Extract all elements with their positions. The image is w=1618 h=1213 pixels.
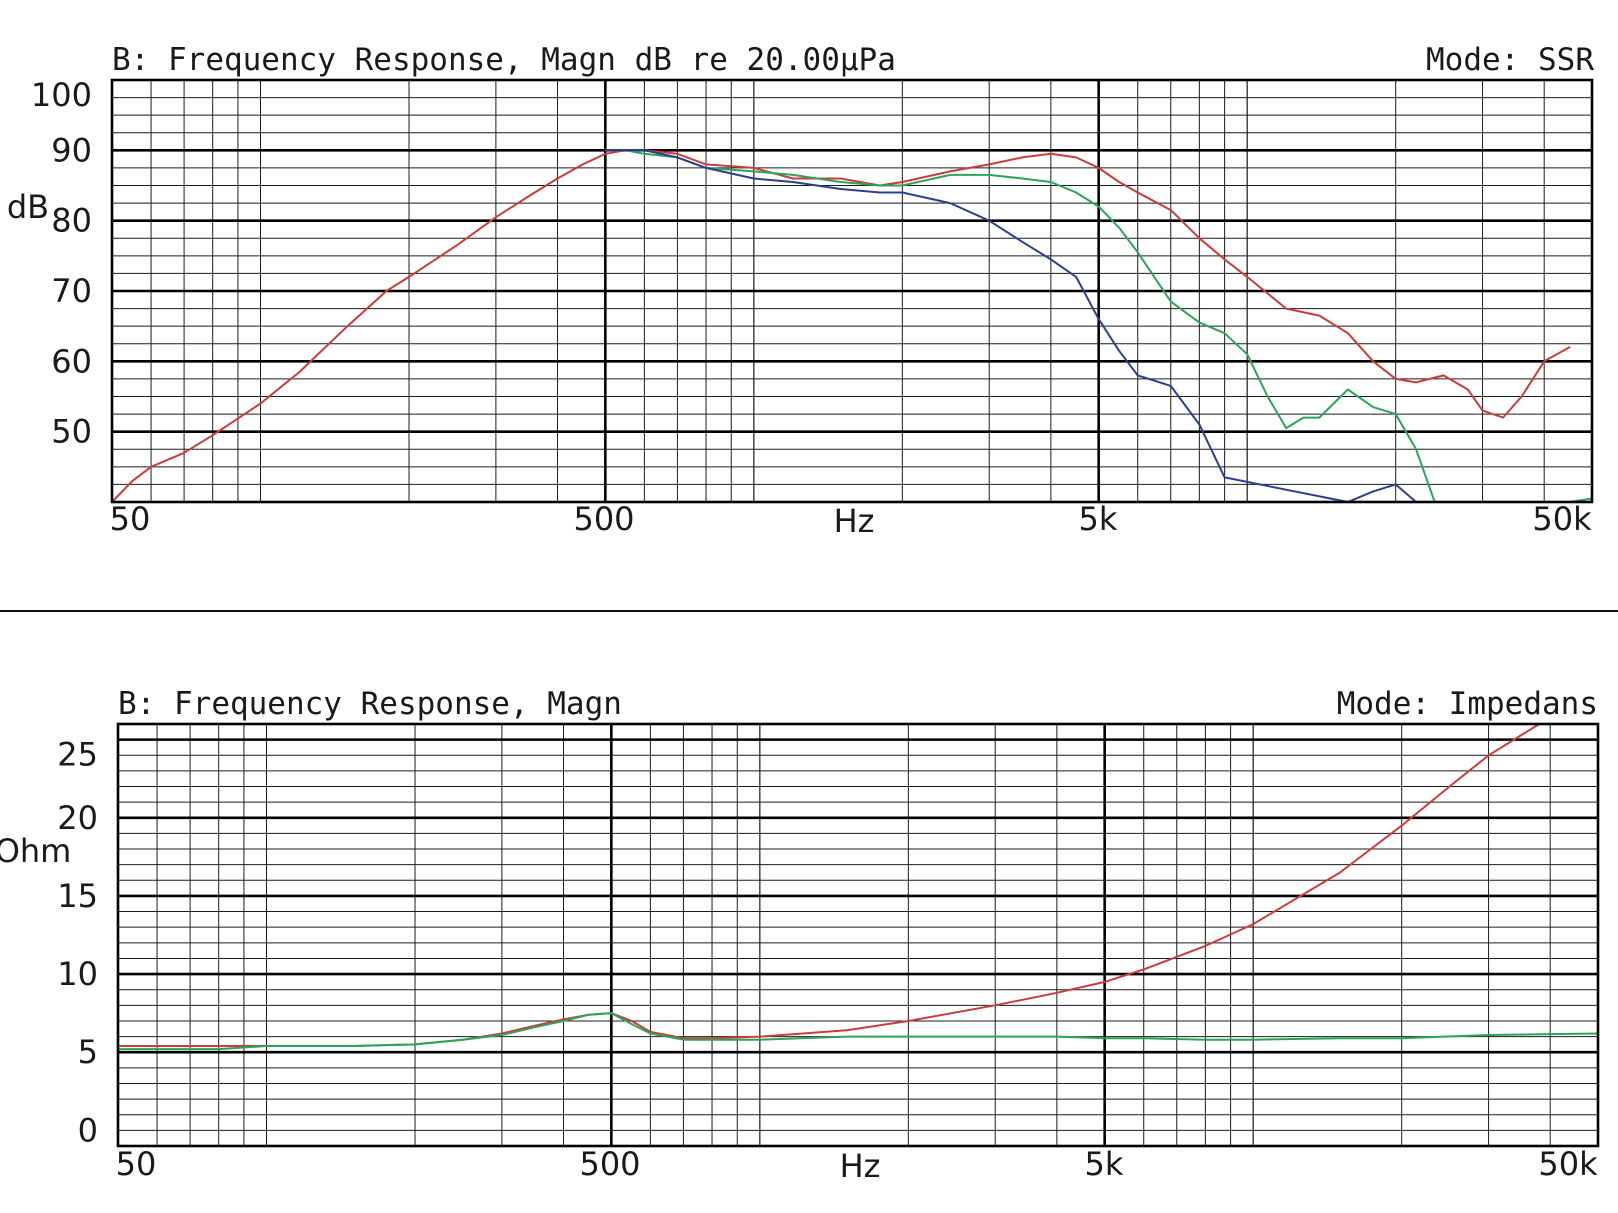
spl-y-tick-label: 90 bbox=[51, 131, 92, 169]
spl-tick-labels: 100 90 80 70 60 50 bbox=[31, 76, 92, 451]
spl-y-tick-label: 50 bbox=[51, 413, 92, 451]
impedance-mode-label: Mode: Impedans bbox=[1337, 686, 1598, 722]
impedance-y-axis-label: Ohm bbox=[0, 832, 71, 870]
spl-x-tick-50k: 50k bbox=[1532, 500, 1592, 538]
spl-series-line-3 bbox=[604, 149, 1418, 502]
spl-x-axis-label: Hz bbox=[834, 502, 875, 540]
spl-y-tick-label: 60 bbox=[51, 342, 92, 380]
impedance-y-tick-label: 10 bbox=[57, 955, 98, 993]
spl-grid bbox=[112, 80, 1592, 502]
spl-series-line-2 bbox=[604, 149, 1592, 502]
impedance-series-line-2 bbox=[118, 1012, 1598, 1051]
impedance-tick-labels: 25 20 15 10 5 0 bbox=[57, 736, 98, 1150]
impedance-chart: B: Frequency Response, Magn Mode: Impeda… bbox=[0, 686, 1600, 1185]
impedance-y-tick-label: 15 bbox=[57, 877, 98, 915]
impedance-x-tick-50: 50 bbox=[116, 1145, 157, 1183]
spl-y-tick-label: 100 bbox=[31, 76, 92, 114]
impedance-x-tick-5k: 5k bbox=[1085, 1145, 1124, 1183]
spl-x-tick-5k: 5k bbox=[1079, 500, 1118, 538]
spl-chart-title: B: Frequency Response, Magn dB re 20.00µ… bbox=[112, 42, 896, 78]
impedance-curves bbox=[118, 724, 1598, 1051]
impedance-y-tick-label: 5 bbox=[78, 1033, 98, 1071]
impedance-grid bbox=[118, 724, 1598, 1146]
spl-y-axis-label: dB bbox=[7, 188, 49, 226]
impedance-y-tick-label: 20 bbox=[57, 799, 98, 837]
spl-plot-frame bbox=[110, 78, 1594, 504]
impedance-plot-frame bbox=[116, 722, 1600, 1148]
spl-mode-label: Mode: SSR bbox=[1426, 42, 1594, 78]
impedance-y-tick-label: 0 bbox=[78, 1111, 98, 1149]
spl-curves bbox=[112, 149, 1592, 502]
impedance-y-tick-label: 25 bbox=[57, 736, 98, 774]
spl-y-tick-label: 70 bbox=[51, 272, 92, 310]
impedance-series-line-1 bbox=[118, 724, 1541, 1047]
spl-x-tick-500: 500 bbox=[573, 500, 634, 538]
spl-x-tick-50: 50 bbox=[110, 500, 151, 538]
impedance-x-tick-50k: 50k bbox=[1538, 1145, 1598, 1183]
spl-series-line-1 bbox=[112, 149, 1571, 502]
spl-y-tick-label: 80 bbox=[51, 202, 92, 240]
spl-chart: B: Frequency Response, Magn dB re 20.00µ… bbox=[7, 42, 1594, 540]
impedance-x-tick-500: 500 bbox=[579, 1145, 640, 1183]
impedance-chart-title: B: Frequency Response, Magn bbox=[118, 686, 622, 722]
impedance-x-axis-label: Hz bbox=[840, 1147, 881, 1185]
